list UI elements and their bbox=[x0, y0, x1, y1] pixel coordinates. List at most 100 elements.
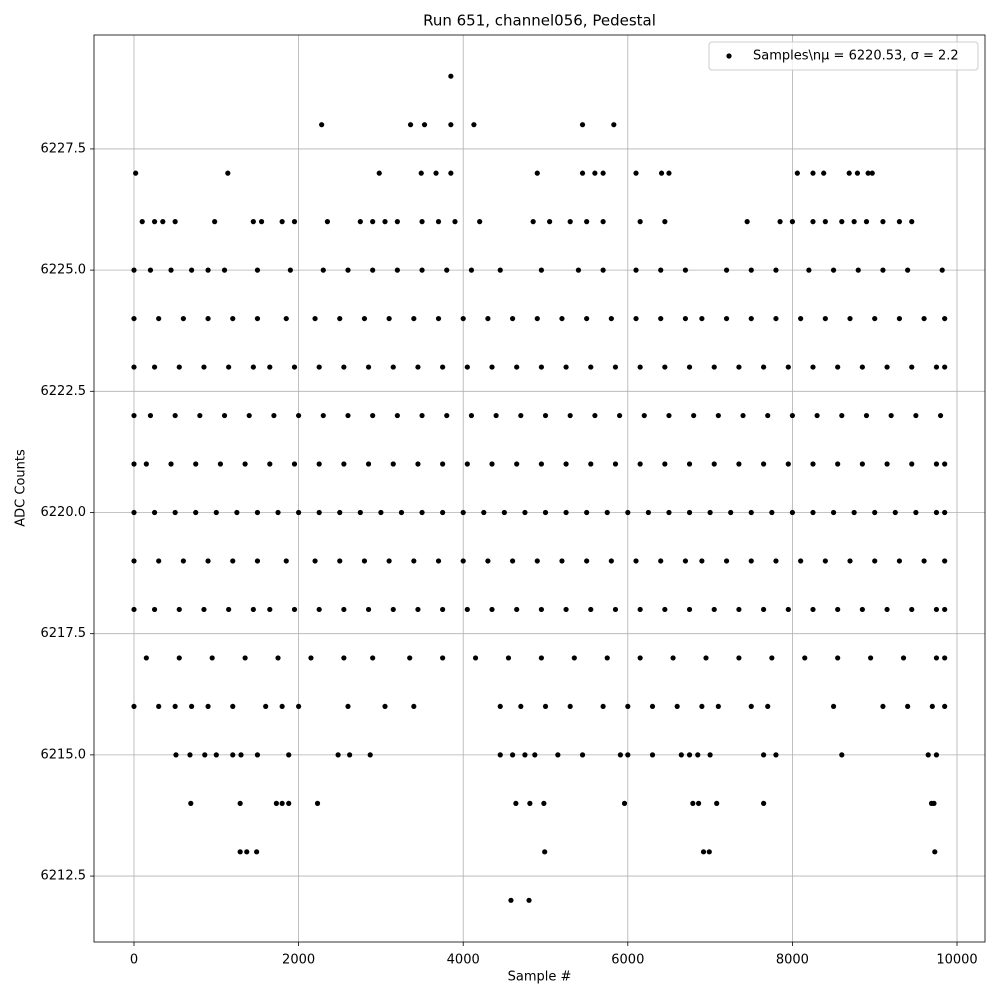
x-tick-label: 10000 bbox=[936, 953, 977, 968]
point bbox=[785, 364, 791, 370]
point bbox=[869, 170, 875, 176]
point bbox=[440, 509, 446, 516]
point bbox=[505, 655, 512, 661]
point bbox=[913, 509, 919, 516]
point bbox=[584, 558, 590, 564]
point bbox=[699, 703, 705, 710]
point bbox=[518, 412, 524, 419]
point bbox=[612, 461, 619, 467]
point bbox=[855, 267, 861, 273]
point bbox=[575, 267, 582, 273]
point bbox=[830, 703, 837, 710]
point bbox=[584, 509, 590, 516]
point bbox=[415, 606, 421, 613]
point bbox=[291, 364, 298, 370]
point bbox=[131, 267, 137, 273]
point bbox=[600, 170, 606, 176]
point bbox=[666, 170, 672, 176]
point bbox=[761, 606, 767, 613]
point bbox=[868, 655, 874, 661]
point bbox=[242, 461, 248, 467]
point bbox=[316, 364, 322, 370]
point bbox=[707, 752, 713, 758]
point bbox=[390, 461, 396, 467]
x-tick-label: 8000 bbox=[776, 953, 809, 968]
point bbox=[172, 219, 178, 225]
x-tick-label: 0 bbox=[130, 953, 138, 968]
point bbox=[658, 558, 664, 564]
point bbox=[865, 170, 871, 176]
point bbox=[444, 267, 450, 273]
point bbox=[225, 170, 231, 176]
point bbox=[176, 655, 182, 661]
point bbox=[835, 461, 841, 467]
point bbox=[715, 703, 721, 710]
point bbox=[254, 558, 261, 564]
point bbox=[485, 558, 491, 564]
legend-box bbox=[708, 41, 979, 71]
point bbox=[563, 461, 569, 467]
point bbox=[588, 364, 594, 370]
point bbox=[942, 606, 948, 613]
point bbox=[411, 558, 417, 564]
point bbox=[761, 752, 767, 758]
point bbox=[559, 558, 565, 564]
point bbox=[933, 364, 940, 370]
point bbox=[509, 752, 516, 758]
point bbox=[592, 170, 598, 176]
point bbox=[468, 412, 475, 419]
point bbox=[254, 752, 261, 758]
point bbox=[151, 219, 158, 225]
point bbox=[563, 606, 569, 613]
point bbox=[773, 267, 779, 273]
point bbox=[761, 364, 767, 370]
point bbox=[896, 219, 903, 225]
point bbox=[345, 703, 351, 710]
point bbox=[415, 364, 421, 370]
point bbox=[319, 122, 325, 128]
point bbox=[419, 509, 425, 516]
point bbox=[221, 412, 228, 419]
chart-title: Run 651, channel056, Pedestal bbox=[423, 12, 656, 30]
point bbox=[361, 315, 368, 322]
point bbox=[230, 315, 236, 322]
point bbox=[633, 267, 639, 273]
point bbox=[810, 364, 816, 370]
point bbox=[839, 219, 845, 225]
point bbox=[674, 703, 680, 710]
point bbox=[201, 606, 207, 613]
point bbox=[666, 509, 672, 516]
point bbox=[637, 364, 643, 370]
point bbox=[621, 800, 628, 806]
point bbox=[682, 315, 689, 322]
point bbox=[250, 364, 256, 370]
point bbox=[678, 752, 684, 758]
point bbox=[308, 655, 314, 661]
point bbox=[287, 267, 293, 273]
y-tick-label: 6227.5 bbox=[41, 141, 87, 156]
point bbox=[617, 752, 624, 758]
point bbox=[686, 606, 693, 613]
point bbox=[131, 703, 137, 710]
point bbox=[900, 655, 907, 661]
point bbox=[213, 752, 219, 758]
point bbox=[452, 219, 458, 225]
y-tick-label: 6225.0 bbox=[41, 263, 87, 278]
point bbox=[637, 219, 643, 225]
point bbox=[370, 412, 376, 419]
point bbox=[872, 315, 878, 322]
point bbox=[518, 703, 524, 710]
point bbox=[937, 412, 944, 419]
point bbox=[863, 219, 870, 225]
point bbox=[489, 364, 495, 370]
point bbox=[361, 558, 368, 564]
point bbox=[563, 509, 569, 516]
point bbox=[798, 558, 804, 564]
point bbox=[419, 412, 425, 419]
point bbox=[160, 219, 166, 225]
point bbox=[197, 412, 203, 419]
point bbox=[584, 219, 590, 225]
point bbox=[690, 800, 696, 806]
point bbox=[131, 461, 137, 467]
